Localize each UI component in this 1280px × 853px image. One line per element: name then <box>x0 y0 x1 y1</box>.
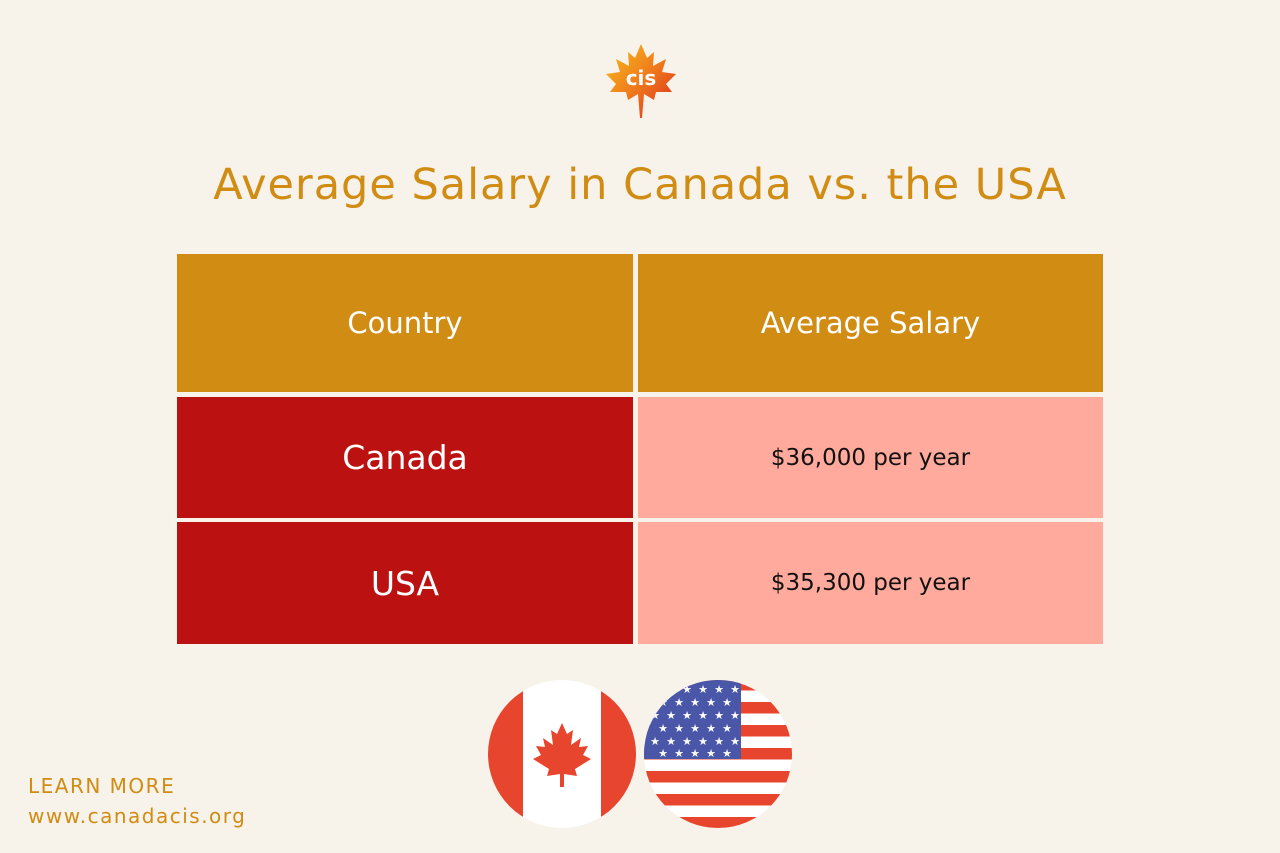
svg-text:★: ★ <box>690 696 700 709</box>
svg-text:★: ★ <box>706 747 716 760</box>
svg-text:★: ★ <box>666 709 676 722</box>
svg-text:★: ★ <box>706 696 716 709</box>
svg-text:★: ★ <box>714 709 724 722</box>
learn-more-text: LEARN MORE <box>28 774 176 798</box>
svg-text:★: ★ <box>666 735 676 748</box>
svg-text:★: ★ <box>650 735 660 748</box>
svg-text:★: ★ <box>658 747 668 760</box>
svg-text:★: ★ <box>690 722 700 735</box>
svg-text:★: ★ <box>722 722 732 735</box>
svg-text:★: ★ <box>682 735 692 748</box>
salary-table: Country Average Salary Canada $36,000 pe… <box>177 254 1103 644</box>
svg-text:★: ★ <box>698 709 708 722</box>
svg-text:★: ★ <box>706 722 716 735</box>
country-cell-canada: Canada <box>177 397 633 518</box>
svg-text:★: ★ <box>722 747 732 760</box>
svg-text:★: ★ <box>658 696 668 709</box>
canada-flag-icon <box>488 680 636 828</box>
maple-leaf-logo-icon: cis <box>606 44 676 118</box>
svg-text:★: ★ <box>674 696 684 709</box>
header-average-salary: Average Salary <box>638 254 1103 392</box>
header-country: Country <box>177 254 633 392</box>
svg-text:★: ★ <box>698 735 708 748</box>
svg-text:★: ★ <box>682 709 692 722</box>
svg-text:★: ★ <box>698 683 708 696</box>
svg-text:★: ★ <box>690 747 700 760</box>
svg-text:★: ★ <box>674 722 684 735</box>
svg-text:★: ★ <box>650 683 660 696</box>
svg-text:★: ★ <box>730 735 740 748</box>
page-title: Average Salary in Canada vs. the USA <box>213 160 1067 210</box>
salary-cell-canada: $36,000 per year <box>638 397 1103 518</box>
svg-text:★: ★ <box>730 683 740 696</box>
svg-text:★: ★ <box>730 709 740 722</box>
salary-cell-usa: $35,300 per year <box>638 522 1103 644</box>
svg-text:★: ★ <box>682 683 692 696</box>
usa-flag-icon: ★ ★ ★ ★ ★ ★ ★ ★ ★ ★ ★ ★ ★ ★ ★ ★ ★ ★ ★ ★ ★ ★ ★ ★ ★ ★ ★ ★ ★ ★ ★ ★ ★ <box>644 680 792 828</box>
svg-text:★: ★ <box>714 683 724 696</box>
svg-text:★: ★ <box>658 722 668 735</box>
svg-text:★: ★ <box>650 709 660 722</box>
svg-text:★: ★ <box>666 683 676 696</box>
website-link[interactable]: www.canadacis.org <box>28 804 247 828</box>
logo-text: cis <box>626 66 657 90</box>
svg-text:★: ★ <box>714 735 724 748</box>
svg-text:★: ★ <box>674 747 684 760</box>
country-cell-usa: USA <box>177 522 633 644</box>
svg-text:★: ★ <box>722 696 732 709</box>
